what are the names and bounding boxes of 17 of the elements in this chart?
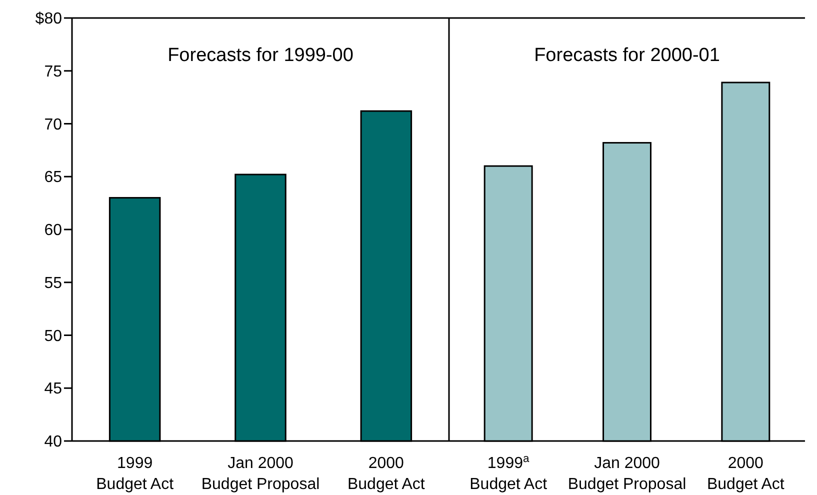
text: Forecasts for 1999-00 (168, 45, 354, 66)
y-tick-label: 70 (44, 116, 62, 134)
x-tick-label: 2000 Budget Act (706, 455, 785, 493)
y-tick-label: 45 (44, 380, 62, 398)
y-tick-label: $80 (35, 10, 62, 28)
y-tick-label: 40 (44, 434, 62, 451)
y-tick-label: 55 (44, 274, 62, 292)
text: Forecasts for 2000-01 (534, 45, 720, 66)
x-tick-label: 2000 Budget Act (347, 455, 426, 493)
y-tick-label: 60 (44, 222, 62, 240)
x-tick-label: 1999$^{a}$ Budget Act (470, 453, 548, 493)
x-tick-label: 1999 Budget Act (96, 455, 174, 493)
y-tick-label: 50 (44, 328, 62, 345)
y-tick-label: 65 (44, 169, 62, 186)
x-tick-label: Jan 2000 Budget Proposal (201, 455, 320, 493)
y-tick-label: 75 (44, 63, 62, 80)
x-tick-label: Jan 2000 Budget Proposal (568, 455, 686, 493)
